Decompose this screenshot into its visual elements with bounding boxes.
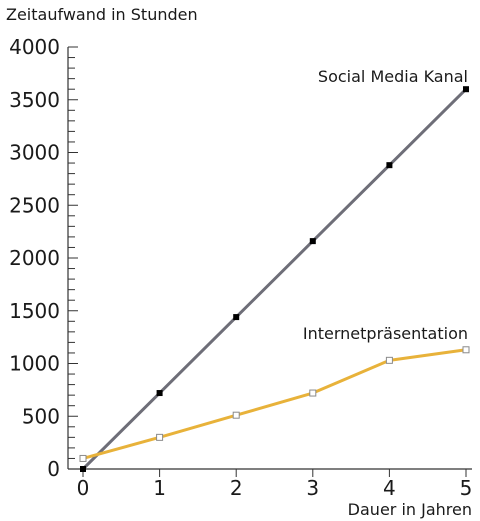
y-tick-label: 3500 (9, 88, 60, 112)
x-tick-label: 1 (153, 476, 166, 500)
y-tick-label: 3000 (9, 141, 60, 165)
y-tick-label: 2500 (9, 193, 60, 217)
x-tick-label: 4 (383, 476, 396, 500)
x-tick-label: 0 (77, 476, 90, 500)
data-point-social-media-kanal (386, 162, 393, 169)
series-line-internetpr-sentation (81, 348, 468, 460)
y-tick-label: 2000 (9, 246, 60, 270)
y-tick-label: 4000 (9, 35, 60, 59)
data-point-social-media-kanal (156, 390, 163, 397)
data-point-internetpr-sentation (232, 411, 240, 419)
x-tick-label: 2 (230, 476, 243, 500)
data-point-social-media-kanal (463, 86, 469, 93)
series-line-social-media-kanal (81, 87, 468, 471)
series-label: Social Media Kanal (318, 67, 468, 86)
data-point-social-media-kanal (233, 314, 240, 321)
y-tick-label: 0 (47, 457, 60, 481)
data-point-internetpr-sentation (385, 356, 393, 364)
y-tick-label: 500 (22, 404, 60, 428)
data-point-internetpr-sentation (156, 433, 164, 441)
y-tick-label: 1000 (9, 352, 60, 376)
y-axis-title: Zeitaufwand in Stunden (6, 5, 198, 24)
y-tick-label: 1500 (9, 299, 60, 323)
data-point-social-media-kanal (80, 466, 86, 472)
data-point-internetpr-sentation (462, 346, 470, 354)
x-axis-title: Dauer in Jahren (348, 500, 472, 519)
data-point-internetpr-sentation (79, 454, 87, 462)
data-point-social-media-kanal (309, 238, 316, 245)
data-point-internetpr-sentation (309, 389, 317, 397)
series-label: Internetpräsentation (303, 324, 468, 343)
x-tick-label: 5 (460, 476, 473, 500)
x-tick-label: 3 (306, 476, 319, 500)
